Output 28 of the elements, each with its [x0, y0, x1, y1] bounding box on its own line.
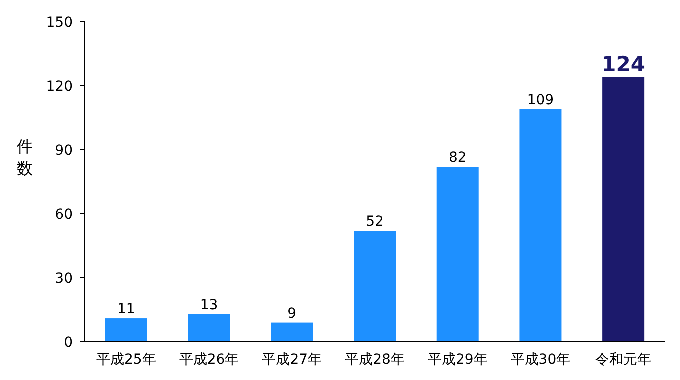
y-tick-label: 90	[55, 143, 73, 159]
bar	[188, 314, 230, 342]
x-tick-label: 平成26年	[179, 352, 240, 368]
x-tick-label: 平成30年	[510, 352, 571, 368]
data-label: 13	[200, 297, 218, 314]
x-tick-label: 令和元年	[596, 352, 652, 368]
y-axis-title: 件数	[17, 137, 33, 178]
bar	[436, 167, 479, 342]
x-tick-label: 平成25年	[96, 352, 156, 368]
data-label: 82	[448, 150, 467, 166]
y-tick-label: 150	[46, 15, 73, 31]
bar	[354, 231, 396, 342]
y-tick-label: 120	[46, 79, 73, 95]
x-tick-label: 平成28年	[345, 352, 405, 368]
x-tick-label: 平成29年	[428, 352, 488, 368]
bar	[271, 322, 314, 342]
data-label: 124	[602, 52, 646, 76]
data-label: 52	[366, 214, 384, 230]
y-tick-label: 0	[64, 335, 73, 351]
bar	[602, 77, 645, 342]
x-tick-label: 平成27年	[262, 352, 322, 368]
bar	[105, 318, 148, 342]
data-label: 11	[118, 302, 136, 318]
data-label: 9	[288, 306, 297, 322]
y-tick-label: 30	[55, 271, 73, 287]
bar	[520, 109, 562, 342]
y-tick-label: 60	[55, 207, 73, 223]
data-label: 109	[527, 92, 554, 108]
